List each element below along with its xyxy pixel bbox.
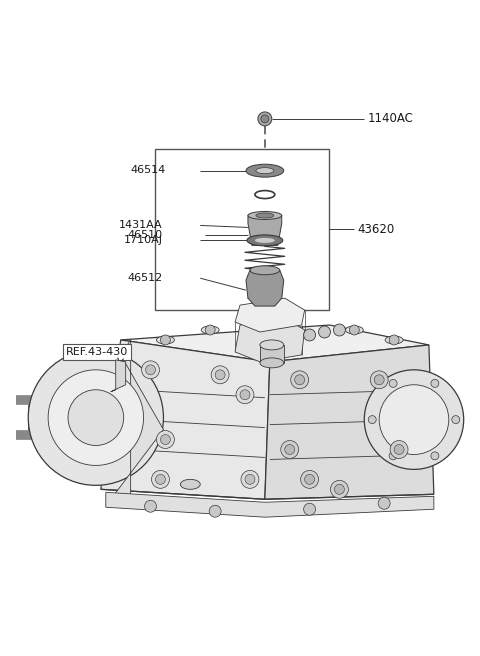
Circle shape bbox=[236, 386, 254, 403]
Circle shape bbox=[241, 470, 259, 488]
Ellipse shape bbox=[346, 326, 363, 334]
Polygon shape bbox=[235, 318, 305, 362]
Circle shape bbox=[48, 370, 144, 465]
Text: 1431AA: 1431AA bbox=[119, 220, 162, 230]
Circle shape bbox=[394, 445, 404, 455]
Circle shape bbox=[368, 416, 376, 424]
Circle shape bbox=[364, 370, 464, 470]
Circle shape bbox=[431, 452, 439, 460]
Circle shape bbox=[205, 325, 215, 335]
Circle shape bbox=[152, 470, 169, 488]
Polygon shape bbox=[101, 340, 270, 499]
Circle shape bbox=[300, 470, 319, 488]
Ellipse shape bbox=[256, 213, 274, 218]
Circle shape bbox=[261, 115, 269, 123]
Circle shape bbox=[285, 445, 295, 455]
Polygon shape bbox=[246, 270, 284, 306]
Polygon shape bbox=[260, 345, 284, 363]
Ellipse shape bbox=[260, 340, 284, 350]
Circle shape bbox=[304, 329, 315, 341]
Circle shape bbox=[389, 379, 397, 388]
Polygon shape bbox=[248, 215, 282, 245]
Polygon shape bbox=[120, 325, 429, 362]
Circle shape bbox=[334, 324, 346, 336]
Text: 46512: 46512 bbox=[127, 273, 162, 283]
Circle shape bbox=[211, 366, 229, 384]
Circle shape bbox=[240, 390, 250, 400]
Ellipse shape bbox=[246, 164, 284, 177]
Circle shape bbox=[258, 112, 272, 126]
Circle shape bbox=[330, 480, 348, 499]
Ellipse shape bbox=[385, 336, 403, 344]
Circle shape bbox=[144, 501, 156, 512]
Circle shape bbox=[160, 434, 170, 445]
Circle shape bbox=[28, 350, 164, 485]
Circle shape bbox=[245, 474, 255, 484]
Circle shape bbox=[281, 441, 299, 459]
Polygon shape bbox=[235, 298, 305, 332]
Bar bbox=[156, 149, 329, 310]
Circle shape bbox=[349, 325, 360, 335]
Polygon shape bbox=[265, 345, 434, 499]
Ellipse shape bbox=[248, 211, 282, 220]
Circle shape bbox=[305, 474, 314, 484]
Text: 1710AJ: 1710AJ bbox=[123, 236, 162, 245]
Circle shape bbox=[160, 335, 170, 345]
Ellipse shape bbox=[255, 238, 275, 243]
Text: 1140AC: 1140AC bbox=[367, 112, 413, 125]
Ellipse shape bbox=[250, 266, 280, 275]
Circle shape bbox=[452, 416, 460, 424]
Circle shape bbox=[156, 474, 166, 484]
Circle shape bbox=[374, 375, 384, 385]
Circle shape bbox=[156, 430, 174, 449]
Circle shape bbox=[370, 371, 388, 389]
Circle shape bbox=[145, 365, 156, 375]
Circle shape bbox=[379, 385, 449, 455]
Ellipse shape bbox=[156, 336, 174, 344]
Circle shape bbox=[378, 497, 390, 509]
Circle shape bbox=[304, 503, 315, 515]
Polygon shape bbox=[111, 360, 126, 392]
Circle shape bbox=[215, 370, 225, 380]
Circle shape bbox=[389, 335, 399, 345]
Circle shape bbox=[335, 484, 344, 494]
Ellipse shape bbox=[180, 480, 200, 489]
Text: 46510: 46510 bbox=[127, 230, 162, 240]
Circle shape bbox=[319, 326, 330, 338]
Circle shape bbox=[431, 379, 439, 388]
Polygon shape bbox=[106, 492, 434, 517]
Circle shape bbox=[291, 371, 309, 389]
Ellipse shape bbox=[247, 235, 283, 246]
Circle shape bbox=[389, 452, 397, 460]
Polygon shape bbox=[111, 340, 164, 499]
Circle shape bbox=[295, 375, 305, 385]
Ellipse shape bbox=[201, 326, 219, 334]
Circle shape bbox=[142, 361, 159, 379]
Text: REF.43-430: REF.43-430 bbox=[66, 347, 128, 357]
Circle shape bbox=[390, 441, 408, 459]
Text: 46514: 46514 bbox=[130, 165, 166, 174]
Text: 43620: 43620 bbox=[357, 223, 395, 236]
Ellipse shape bbox=[260, 358, 284, 368]
Circle shape bbox=[68, 390, 124, 445]
Circle shape bbox=[209, 505, 221, 517]
Ellipse shape bbox=[256, 168, 274, 174]
